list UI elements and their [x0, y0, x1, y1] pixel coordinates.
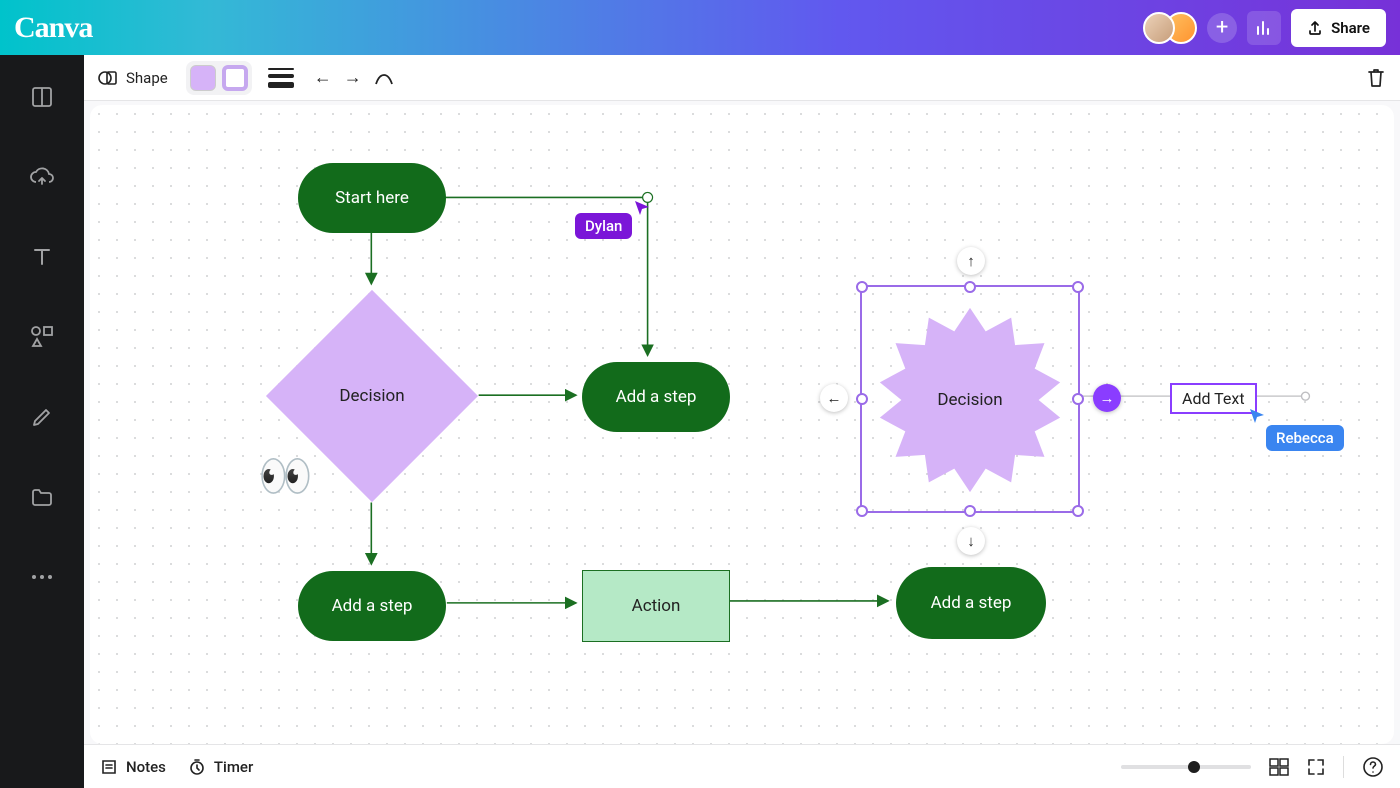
arrow-left-button[interactable]: ← — [312, 67, 334, 88]
shape-label-text: Shape — [126, 69, 168, 87]
left-rail — [0, 55, 84, 788]
color-swatches — [186, 61, 252, 95]
avatar-stack[interactable] — [1143, 12, 1197, 44]
node-add-step-1[interactable]: Add a step — [582, 362, 730, 432]
insights-button[interactable] — [1247, 11, 1281, 45]
elements-icon[interactable] — [28, 323, 56, 351]
collab-dylan-tag: Dylan — [575, 213, 632, 239]
more-icon[interactable] — [28, 563, 56, 591]
help-button[interactable] — [1362, 756, 1384, 778]
context-toolbar: Shape ← → — [84, 55, 1400, 101]
timer-label: Timer — [214, 758, 253, 776]
notes-icon — [100, 758, 118, 776]
node-action[interactable]: Action — [582, 570, 730, 642]
collab-rebecca-tag: Rebecca — [1266, 425, 1344, 451]
add-collaborator-button[interactable]: + — [1207, 13, 1237, 43]
node-add-step-3-label: Add a step — [931, 593, 1012, 613]
node-burst[interactable]: Decision — [872, 297, 1068, 503]
eyes-sticker[interactable]: 👀 — [258, 450, 313, 502]
share-label: Share — [1331, 19, 1370, 37]
zoom-slider[interactable] — [1121, 765, 1251, 769]
notes-label: Notes — [126, 758, 166, 776]
shape-icon — [98, 68, 118, 88]
uploads-icon[interactable] — [28, 163, 56, 191]
avatar[interactable] — [1143, 12, 1175, 44]
sel-arrow-down[interactable]: ↓ — [957, 527, 985, 555]
logo: Canva — [14, 11, 92, 45]
timer-button[interactable]: Timer — [188, 758, 253, 776]
bottom-right-controls — [1121, 756, 1384, 778]
upload-icon — [1307, 20, 1323, 36]
collab-dylan-cursor — [633, 199, 651, 217]
bottom-bar: Notes Timer — [84, 744, 1400, 788]
add-text-label: Add Text — [1182, 389, 1245, 408]
notes-button[interactable]: Notes — [100, 758, 166, 776]
top-right-controls: + Share — [1143, 9, 1386, 47]
sel-arrow-left[interactable]: ← — [820, 384, 848, 412]
arrow-right-button[interactable]: → — [342, 67, 364, 88]
stroke-swatch[interactable] — [222, 65, 248, 91]
node-action-label: Action — [632, 596, 681, 616]
shape-tool-label[interactable]: Shape — [98, 68, 168, 88]
delete-button[interactable] — [1366, 67, 1386, 89]
node-start-label: Start here — [335, 188, 409, 208]
grid-view-button[interactable] — [1269, 758, 1289, 776]
collab-rebecca-cursor — [1248, 407, 1266, 425]
node-add-step-2-label: Add a step — [332, 596, 413, 616]
canvas[interactable]: Start here Decision 👀 Add a step Add a s… — [90, 105, 1394, 744]
node-add-step-3[interactable]: Add a step — [896, 567, 1046, 639]
timer-icon — [188, 758, 206, 776]
node-decision-label: Decision — [297, 321, 447, 471]
add-text-box[interactable]: Add Text — [1170, 383, 1257, 414]
node-add-step-1-label: Add a step — [616, 387, 697, 407]
templates-icon[interactable] — [28, 83, 56, 111]
sel-arrow-right[interactable]: → — [1093, 384, 1121, 412]
node-burst-label: Decision — [937, 390, 1002, 410]
fullscreen-button[interactable] — [1307, 758, 1325, 776]
curve-button[interactable] — [372, 70, 396, 86]
node-start[interactable]: Start here — [298, 163, 446, 233]
share-button[interactable]: Share — [1291, 9, 1386, 47]
text-icon[interactable] — [28, 243, 56, 271]
projects-icon[interactable] — [28, 483, 56, 511]
draw-icon[interactable] — [28, 403, 56, 431]
node-add-step-2[interactable]: Add a step — [298, 571, 446, 641]
top-bar: Canva + Share — [0, 0, 1400, 55]
line-weight-button[interactable] — [268, 68, 294, 88]
fill-swatch[interactable] — [190, 65, 216, 91]
sel-arrow-up[interactable]: ↑ — [957, 247, 985, 275]
